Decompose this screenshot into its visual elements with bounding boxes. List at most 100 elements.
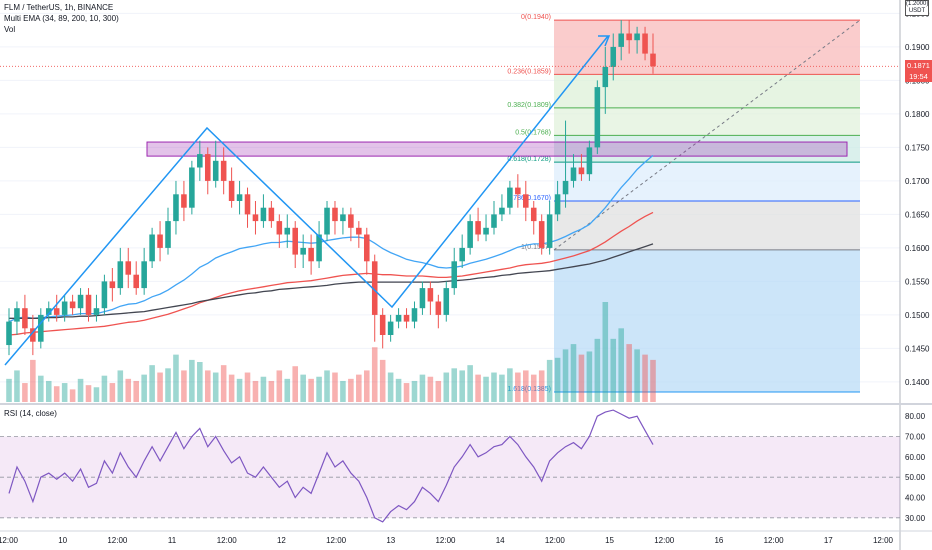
volume-bar bbox=[475, 374, 481, 402]
candle-body bbox=[483, 227, 489, 235]
price-tick-label: 0.1650 bbox=[905, 210, 930, 219]
volume-bar bbox=[45, 380, 52, 402]
fib-label: 0.5(0.1768) bbox=[515, 129, 551, 136]
candle-body bbox=[340, 214, 346, 222]
candle-body bbox=[228, 180, 235, 201]
time-tick-label: 12:00 bbox=[873, 536, 894, 545]
volume-bar bbox=[260, 376, 267, 402]
volume-bar bbox=[220, 365, 227, 402]
candle-body bbox=[626, 33, 632, 41]
fib-band bbox=[554, 162, 860, 201]
volume-bar bbox=[61, 383, 68, 402]
candle-body bbox=[260, 207, 267, 222]
volume-bar bbox=[435, 380, 442, 402]
candle-body bbox=[22, 308, 28, 329]
price-tick-label: 0.1900 bbox=[905, 43, 930, 52]
volume-bar bbox=[173, 354, 179, 402]
candle-body bbox=[316, 234, 322, 262]
volume-bar bbox=[30, 359, 36, 402]
fib-trend-line bbox=[553, 19, 861, 251]
candle-body bbox=[403, 314, 410, 322]
zone-rect bbox=[146, 141, 848, 157]
volume-bar bbox=[642, 354, 648, 402]
candle-body bbox=[38, 314, 44, 342]
legend-ema: Multi EMA (34, 89, 200, 10, 300) bbox=[4, 14, 119, 23]
candle-body bbox=[244, 194, 251, 215]
volume-bar bbox=[348, 378, 354, 402]
candle-body bbox=[371, 261, 378, 315]
candle-body bbox=[212, 160, 219, 181]
candle-body bbox=[491, 214, 497, 228]
volume-bar bbox=[204, 370, 211, 402]
currency-label: USDT bbox=[908, 8, 926, 14]
time-tick-label: 12:00 bbox=[435, 536, 456, 545]
candle-body bbox=[45, 308, 52, 315]
volume-bar bbox=[618, 328, 624, 402]
rsi-tick-label: 30.00 bbox=[905, 514, 926, 523]
volume-bar bbox=[22, 383, 28, 402]
volume-bar bbox=[157, 372, 163, 402]
price-tick-label: 0.1750 bbox=[905, 143, 930, 152]
time-tick-label: 12:00 bbox=[107, 536, 128, 545]
time-tick-label: 17 bbox=[824, 536, 833, 545]
resistance-zone[interactable] bbox=[146, 141, 848, 157]
volume-bar bbox=[300, 374, 306, 402]
trend-drawings[interactable] bbox=[4, 35, 611, 366]
candle-body bbox=[570, 167, 577, 181]
volume-bar bbox=[387, 372, 394, 402]
fib-band bbox=[554, 201, 860, 250]
volume-bar bbox=[419, 374, 426, 402]
time-tick-label: 12:00 bbox=[326, 536, 347, 545]
volume-bar bbox=[212, 372, 219, 402]
price-tick-label: 0.1700 bbox=[905, 177, 930, 186]
ema-line bbox=[8, 211, 654, 336]
volume-bar bbox=[586, 351, 593, 402]
candle-body bbox=[594, 87, 601, 148]
candle-body bbox=[459, 247, 465, 262]
volume-bar bbox=[308, 378, 314, 402]
candle-body bbox=[117, 261, 124, 289]
candle-body bbox=[419, 288, 426, 309]
candle-body bbox=[14, 308, 20, 322]
candle-body bbox=[515, 187, 521, 195]
volume-bar bbox=[403, 383, 410, 402]
time-tick-label: 11 bbox=[168, 536, 177, 545]
candle-body bbox=[618, 33, 624, 47]
candle-body bbox=[411, 308, 418, 322]
candle-body bbox=[451, 261, 458, 289]
rsi-pane: 80.00 70.00 60.00 50.00 40.00 30.00 bbox=[0, 403, 932, 523]
fib-label: 0.236(0.1859) bbox=[507, 68, 551, 75]
volume-bar bbox=[276, 370, 283, 402]
candle-body bbox=[292, 227, 299, 255]
volume-bar bbox=[332, 372, 338, 402]
candle-body bbox=[30, 328, 36, 342]
volume-bar bbox=[411, 380, 418, 402]
time-tick-label: 10 bbox=[58, 536, 67, 545]
candle-body bbox=[204, 154, 211, 181]
volume-bar bbox=[523, 370, 529, 402]
volume-bar bbox=[379, 359, 386, 402]
price-tick-label: 0.1800 bbox=[905, 110, 930, 119]
rsi-line bbox=[8, 409, 654, 523]
volume-bar bbox=[602, 302, 609, 402]
candle-body bbox=[650, 53, 656, 67]
volume-bar bbox=[483, 376, 489, 402]
candle-body bbox=[77, 294, 84, 309]
volume-bar bbox=[459, 370, 465, 402]
candle-body bbox=[284, 227, 291, 235]
volume-bar bbox=[499, 374, 505, 402]
candle-body bbox=[268, 207, 275, 222]
candle-body bbox=[308, 247, 314, 262]
time-tick-label: 12:00 bbox=[545, 536, 566, 545]
fib-label: 0.382(0.1809) bbox=[507, 102, 551, 109]
price-tick-label: 0.1550 bbox=[905, 277, 930, 286]
volume-bar bbox=[38, 375, 44, 402]
volume-bar bbox=[228, 374, 235, 402]
fib-band bbox=[554, 135, 860, 163]
time-tick-label: 12:00 bbox=[654, 536, 675, 545]
currency-selector[interactable]: (1.2000) USDT bbox=[905, 0, 929, 16]
fib-label: 0.618(0.1728) bbox=[507, 156, 551, 163]
rsi-tick-label: 60.00 bbox=[905, 453, 926, 462]
candle-body bbox=[109, 281, 116, 289]
candle-body bbox=[578, 167, 585, 175]
